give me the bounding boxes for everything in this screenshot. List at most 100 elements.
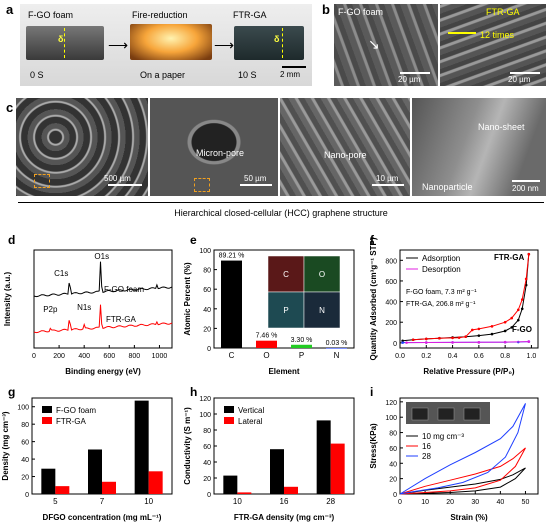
peak-label: O1s [94, 252, 109, 261]
delta-label-right: δ [274, 34, 280, 44]
sem-hcc-200nm: Nano-sheet Nanoparticle 200 nm [412, 98, 546, 196]
bar [102, 481, 116, 494]
x-tick-label: O [263, 351, 269, 360]
x-tick-label: 600 [103, 353, 115, 360]
sem-ftr-ga: FTR-GA 12 times 20 µm [440, 4, 546, 86]
x-tick-label: 28 [326, 497, 335, 506]
x-tick-label: 1.0 [527, 353, 537, 360]
y-tick-label: 40 [21, 457, 29, 464]
element-map-label: N [319, 306, 325, 315]
x-tick-label: C [229, 351, 235, 360]
bar [284, 486, 298, 494]
y-tick-label: 120 [385, 400, 397, 407]
inset-sample [463, 407, 481, 421]
x-axis-label: FTR-GA density (mg cm⁻³) [234, 513, 335, 522]
x-axis-label: DFGO concentration (mg mL⁻¹) [43, 513, 162, 522]
data-point [510, 326, 514, 329]
x-axis-label: Binding energy (eV) [65, 367, 141, 376]
y-tick-label: 60 [203, 444, 211, 451]
data-point [520, 307, 524, 311]
arrow-icon: ↘ [368, 36, 380, 52]
series-line [399, 447, 526, 495]
data-point [490, 332, 494, 336]
y-tick-label: 80 [21, 422, 29, 429]
scale-label: 500 µm [104, 174, 131, 183]
x-tick-label: 5 [53, 497, 58, 506]
scale-label: 2 mm [280, 70, 300, 79]
data-point [477, 334, 481, 337]
plot-frame [213, 249, 355, 349]
panel-c-label: c [6, 100, 14, 115]
plot-frame [399, 397, 539, 495]
chart-i: i Strain (%) Stress(KPa) 0 20 40 60 80 100 120 0 10… [369, 385, 539, 522]
data-point [516, 318, 520, 322]
bar [148, 471, 163, 494]
x-tick-label: 0.8 [500, 353, 510, 360]
data-point [464, 335, 468, 338]
y-axis-label: Density (mg cm⁻³) [1, 411, 10, 480]
annotation: F-GO [512, 325, 532, 334]
x-tick-label: 400 [78, 353, 90, 360]
x-tick-label: 40 [496, 499, 504, 506]
legend-text: Adsorption [422, 254, 460, 263]
data-point [524, 277, 528, 281]
scale-bar [510, 72, 540, 74]
y-tick-label: 200 [385, 320, 397, 327]
panel-label: i [370, 385, 373, 399]
bar [134, 400, 149, 494]
legend-text: Lateral [238, 417, 263, 426]
sem-hcc-10um: Nano-pore 10 µm [280, 98, 410, 196]
x-tick-label: 30 [471, 499, 479, 506]
y-axis-label: Stress(KPa) [369, 423, 378, 469]
annotation: F-GO foam, 7.3 m² g⁻¹ [406, 289, 477, 296]
x-tick-label: 800 [129, 353, 141, 360]
time-label-start: 0 S [30, 70, 44, 80]
legend-swatch [42, 406, 52, 413]
x-axis-label: Strain (%) [450, 513, 488, 522]
zoom-box [34, 174, 50, 188]
sem-hcc-500um: 500 µm [16, 98, 148, 196]
series-line-fgo-desorption [406, 341, 529, 344]
data-point [405, 341, 408, 344]
x-tick-label: 0.4 [448, 353, 458, 360]
step-label-fire: Fire-reduction [132, 10, 188, 20]
annotation-label: Micron-pore [196, 148, 245, 158]
annotation-label: Nanoparticle [422, 182, 473, 192]
zoom-box [194, 178, 210, 192]
series-line [399, 403, 526, 495]
inset-sample [437, 407, 455, 421]
x-axis-label: Relative Pressure (P/P₀) [423, 367, 515, 376]
bar [41, 468, 56, 494]
bar [291, 344, 312, 348]
bar [316, 420, 331, 494]
panel-a-label: a [6, 2, 14, 17]
data-point [490, 325, 494, 328]
chart-e: e Element Atomic Percent (%) 0 20 40 60 80 100 89… [183, 233, 355, 376]
data-point [451, 341, 454, 344]
chart-title: FTR-GA [494, 253, 524, 262]
data-point [438, 337, 441, 340]
data-label: 3.30 % [291, 337, 313, 344]
inset-sample [411, 407, 429, 421]
ftr-ga-block [234, 26, 304, 60]
legend-text: 28 [422, 452, 431, 461]
scale-bar [240, 184, 272, 186]
annotation-label: Nano-sheet [478, 122, 525, 132]
x-tick-label: 200 [53, 353, 65, 360]
y-tick-label: 120 [199, 396, 211, 403]
legend-text: Vertical [238, 406, 264, 415]
plot-frame [33, 249, 173, 349]
scale-label: 10 µm [376, 174, 399, 183]
x-tick-label: 10 [233, 497, 242, 506]
data-point [527, 340, 531, 343]
x-tick-label: 1000 [152, 353, 168, 360]
y-tick-label: 100 [199, 412, 211, 419]
data-point [516, 308, 520, 312]
bar [270, 449, 284, 494]
data-point [503, 320, 507, 324]
y-tick-label: 0 [207, 346, 211, 353]
y-tick-label: 0 [25, 492, 29, 499]
x-tick-label: N [334, 351, 340, 360]
sem-title: FTR-GA [486, 7, 520, 17]
peak-label: N1s [77, 303, 91, 312]
